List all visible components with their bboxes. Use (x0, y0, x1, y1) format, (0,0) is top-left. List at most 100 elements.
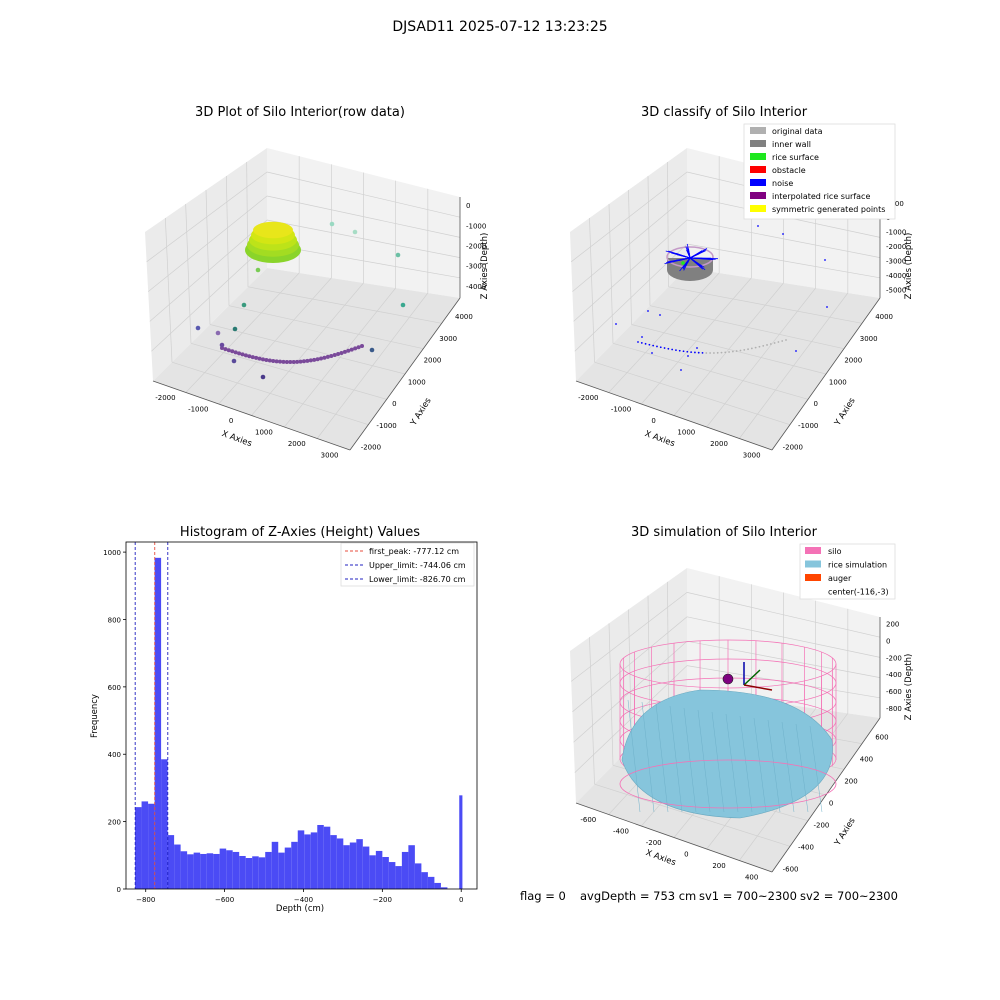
classify-zlabel: Z Axies (Depth) (904, 233, 914, 300)
histogram-bar (408, 845, 415, 889)
floor-point (264, 357, 269, 362)
cls-grid-line (647, 175, 651, 306)
floor-point (284, 359, 289, 364)
histogram-ytick-label: 400 (108, 751, 121, 759)
histogram-bar (167, 835, 175, 889)
floor-point (747, 348, 749, 351)
histogram-bar (161, 759, 168, 889)
cls-grid-line (573, 219, 688, 322)
histogram-bar (141, 801, 149, 889)
x-vector-arrow (743, 684, 773, 691)
simulation-zlabel: Z Axies (Depth) (904, 654, 914, 721)
noise-point (795, 350, 797, 352)
floor-point (686, 350, 689, 353)
legend-label: Upper_limit: -744.06 cm (369, 561, 466, 570)
floor-point (762, 344, 765, 347)
histogram-title: Histogram of Z-Axies (Height) Values (180, 525, 420, 540)
floor-point (648, 343, 651, 346)
floor-point (223, 347, 228, 352)
cls-ytick: 3000 (860, 335, 878, 343)
simulation-xlabel: X Axies (644, 848, 677, 868)
cls-ztick: -3000 (886, 257, 906, 265)
raw-ztick: -1000 (466, 222, 486, 230)
floor-point (353, 346, 358, 351)
raw-point (241, 302, 247, 308)
legend-label: noise (772, 179, 793, 188)
cls-grid-line (589, 217, 595, 363)
raw-grid-line (246, 161, 249, 287)
legend-label: obstacle (772, 166, 806, 175)
histogram-ylabel: Frequency (90, 694, 100, 738)
raw-xtick: 0 (229, 417, 233, 425)
floor-point (325, 354, 330, 359)
histogram-bar (317, 824, 324, 889)
raw-grid-line (164, 217, 173, 363)
legend-frame (743, 123, 896, 220)
sim-ztick: -600 (886, 688, 902, 696)
legend-swatch (750, 192, 766, 199)
sim-xtick: 0 (684, 850, 688, 858)
raw-point (395, 252, 401, 258)
sim-grid-line (572, 616, 688, 713)
sim-xtick: 400 (745, 873, 758, 881)
raw-point (231, 358, 237, 364)
silo-bottom-ring (619, 759, 837, 809)
cls-ztick: -4000 (886, 272, 906, 280)
histogram-bar (271, 841, 279, 889)
histogram-bar (239, 855, 246, 889)
raw-3d-axes: -2000 -1000 0 1000 2000 3000 -2000 -1000 0 1000 20… (145, 148, 486, 459)
sim-xtick: 200 (712, 862, 725, 870)
legend-label: first_peak: -777.12 cm (369, 547, 459, 556)
histogram-bar (206, 853, 214, 889)
histogram-bar (284, 847, 292, 889)
legend-swatch (750, 127, 766, 134)
floor-point (319, 356, 324, 361)
rice-mesh-line (739, 715, 753, 813)
legend-label: interpolated rice surface (772, 192, 870, 201)
floor-point (728, 351, 730, 353)
noise-point (696, 347, 698, 349)
floor-point (250, 355, 255, 360)
raw-ztick: -4000 (466, 283, 486, 291)
raw-point (329, 221, 335, 227)
sim-grid-line (608, 623, 614, 766)
cls-grid-line (686, 243, 881, 279)
sim-grid-line (686, 640, 881, 678)
sim-ytick: 200 (844, 777, 857, 785)
histogram-ytick-label: 1000 (103, 549, 121, 557)
raw-zlabel: Z Axies (Depth) (480, 233, 490, 300)
histogram-bar (375, 850, 383, 889)
raw-point (195, 325, 201, 331)
histogram-bar (135, 807, 142, 889)
sim-xtick: -400 (613, 827, 629, 835)
raw-xlabel: X Axies (220, 429, 253, 449)
raw-grid-line (316, 292, 429, 439)
cls-ytick: 1000 (829, 378, 847, 386)
raw-ztick: -3000 (466, 263, 486, 271)
rice-surface-points (245, 221, 301, 263)
cls-ztick: -5000 (886, 286, 906, 294)
floor-point (671, 348, 674, 351)
floor-point (773, 342, 776, 344)
floor-point (667, 347, 670, 350)
floor-point (781, 340, 784, 342)
histogram-bar (369, 855, 376, 889)
floor-point (339, 350, 344, 355)
raw-point (215, 330, 221, 336)
floor-point (312, 357, 317, 362)
floor-point (644, 342, 647, 345)
floor-point (332, 353, 337, 358)
floor-point (305, 358, 310, 363)
histogram-bar (297, 830, 305, 889)
floor-point (346, 348, 351, 353)
rice-mesh-line (655, 703, 669, 813)
rice-surface-point (681, 261, 685, 265)
classify-ylabel: Y Axies (832, 396, 858, 429)
floor-point (274, 359, 279, 364)
floor-point (342, 349, 347, 354)
raw-grid-line (147, 195, 268, 292)
cls-ytick: -2000 (783, 443, 803, 451)
raw-grid-line (266, 171, 461, 218)
floor-point (295, 359, 300, 364)
raw-ztick: 0 (466, 202, 470, 210)
